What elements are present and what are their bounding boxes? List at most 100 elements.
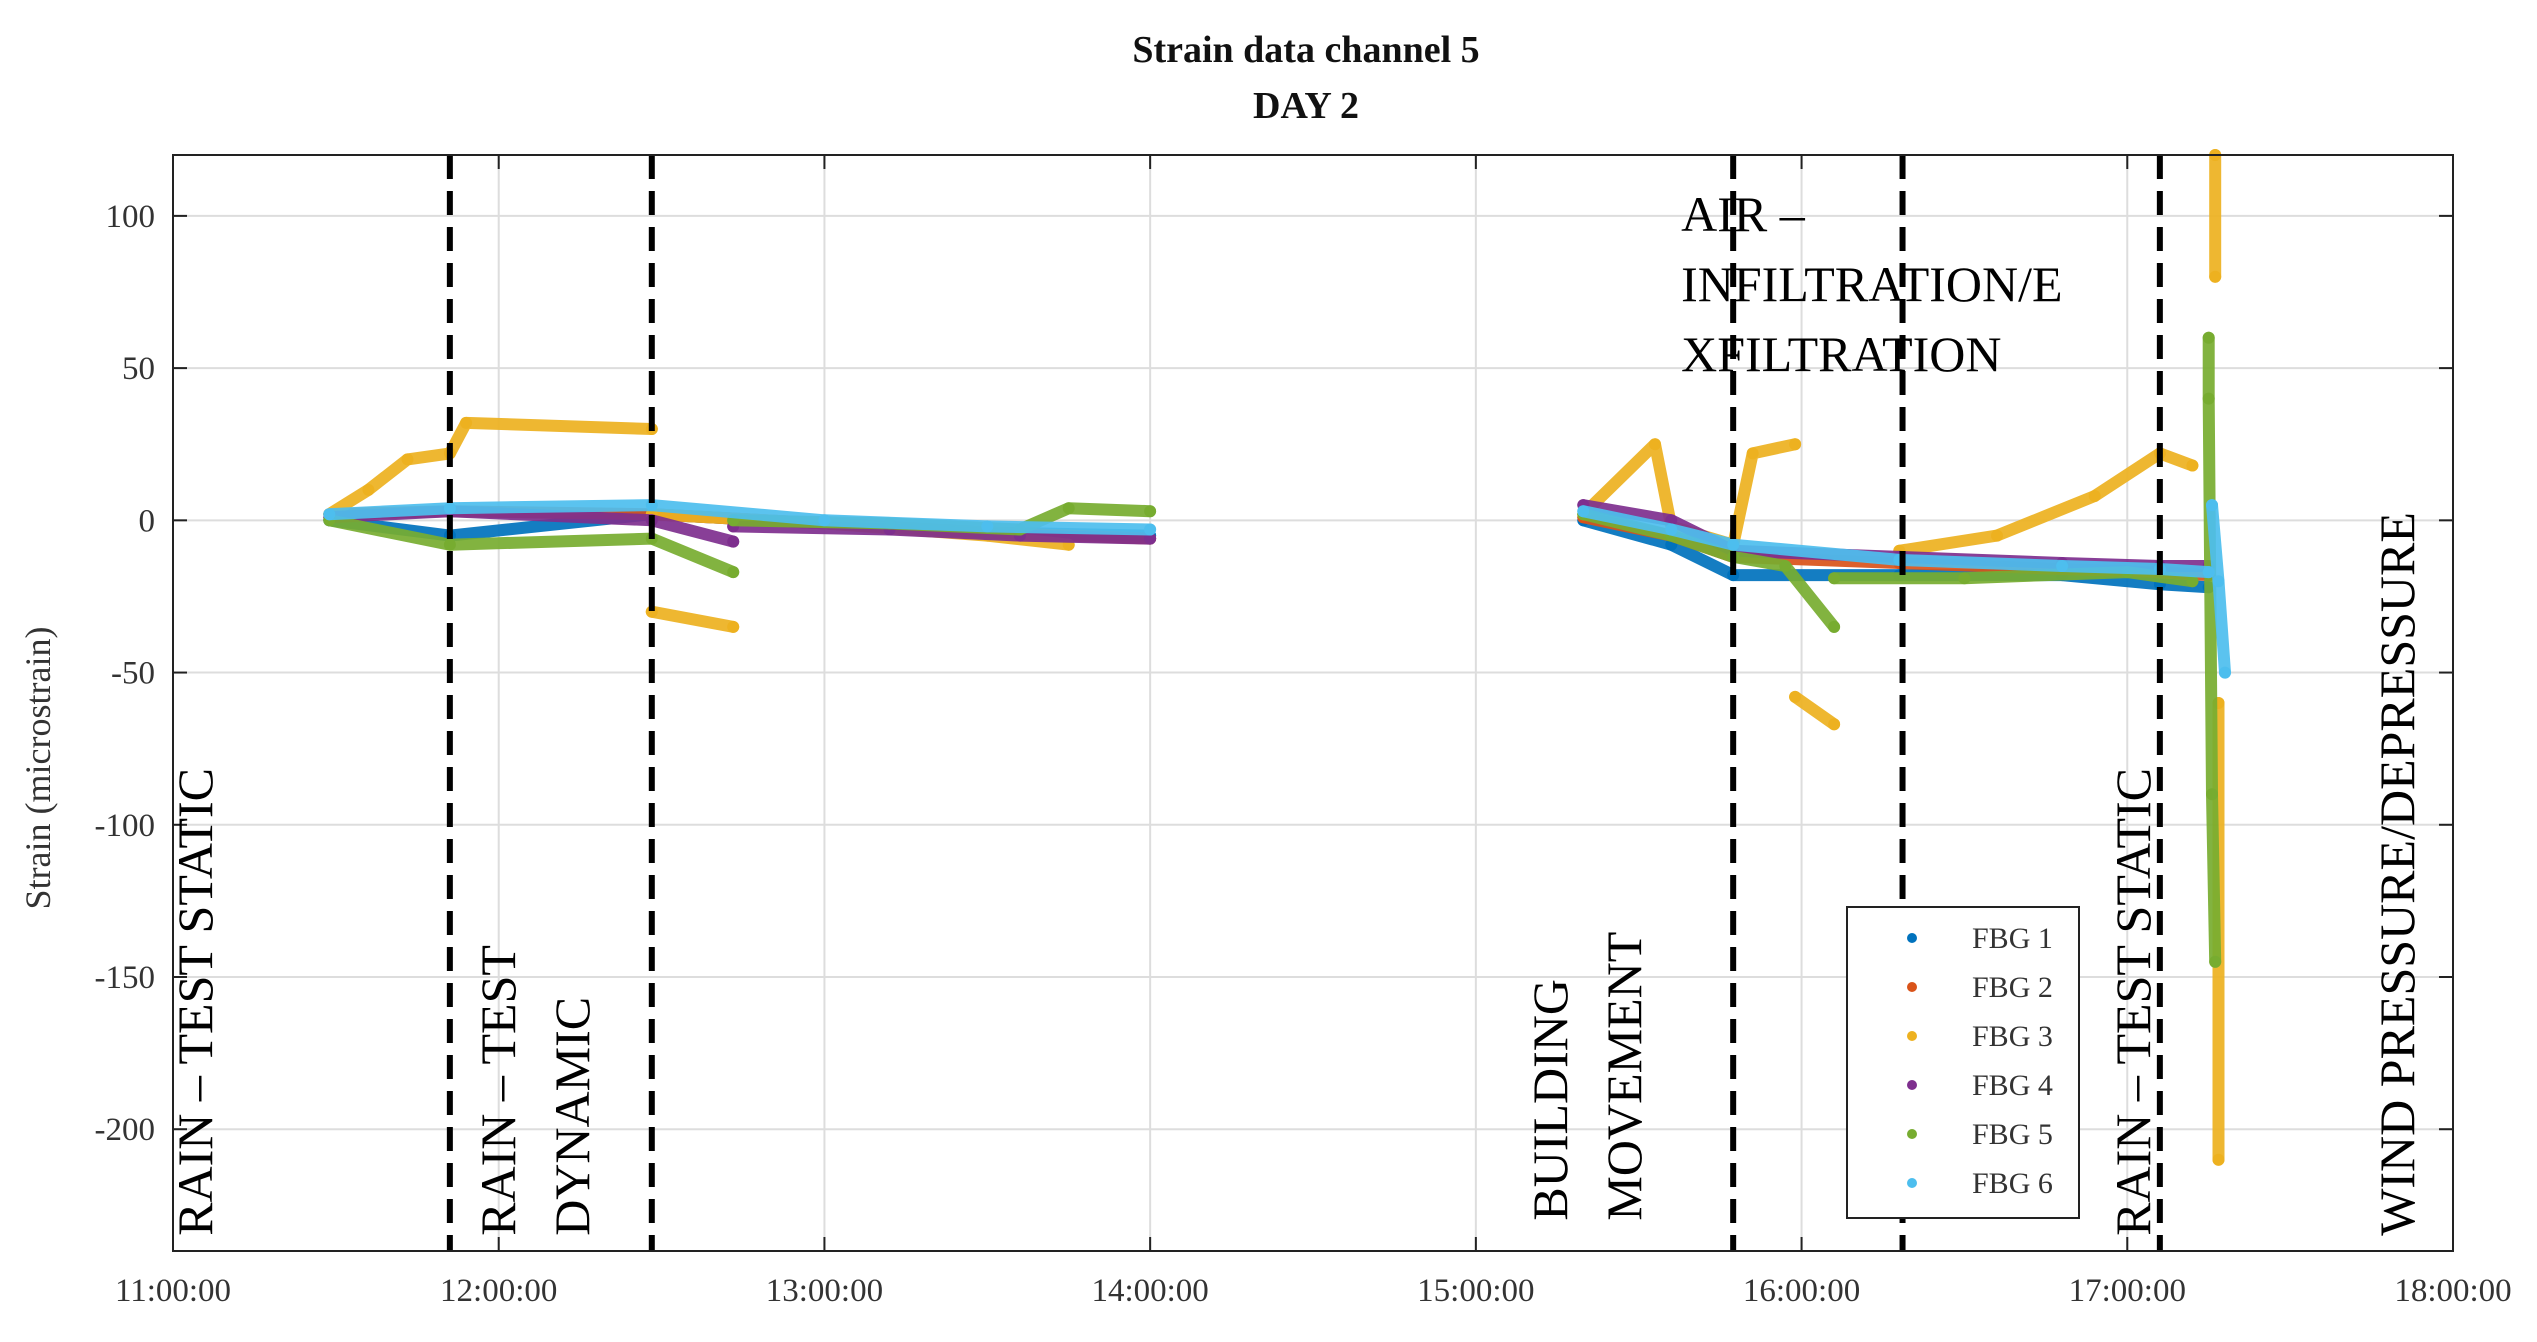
data-point xyxy=(1144,523,1157,536)
annotation-line: MOVEMENT xyxy=(1596,932,1652,1221)
chart-subtitle: DAY 2 xyxy=(1253,85,1359,127)
data-point xyxy=(981,520,994,533)
annotation-label: BUILDING MOVEMENT xyxy=(1522,932,1652,1221)
data-point xyxy=(460,416,473,429)
annotation-label: RAIN – TEST STATIC xyxy=(2105,768,2161,1236)
annotation-line: AIR – xyxy=(1681,186,1806,242)
y-axis-label: Strain (microstrain) xyxy=(18,627,58,910)
data-point xyxy=(2206,788,2218,801)
y-axis-ticks: 100 50 0 -50 -100 -150 -200 xyxy=(95,199,2453,1148)
data-point xyxy=(2209,270,2222,283)
data-point xyxy=(1828,620,1841,633)
data-point xyxy=(1789,690,1802,703)
annotation-line: INFILTRATION/E xyxy=(1681,256,2062,312)
annotations: RAIN – TEST STATIC RAIN – TEST DYNAMIC BUIL… xyxy=(167,186,2425,1236)
data-point xyxy=(1828,718,1841,731)
annotation-line: WIND PRESSURE/DEPRESSURE xyxy=(2369,512,2425,1236)
x-tick-label: 12:00:00 xyxy=(440,1273,557,1309)
legend-label: FBG 2 xyxy=(1972,971,2053,1004)
data-point xyxy=(362,483,375,496)
series-line xyxy=(645,605,740,633)
annotation-line: BUILDING xyxy=(1522,979,1578,1221)
x-tick-label: 15:00:00 xyxy=(1417,1273,1534,1309)
data-point xyxy=(1144,532,1157,545)
series-line xyxy=(1893,447,2199,557)
legend-label: FBG 3 xyxy=(1972,1020,2053,1053)
x-tick-label: 11:00:00 xyxy=(115,1273,231,1309)
annotation-line: XFILTRATION xyxy=(1681,326,2001,382)
legend-marker xyxy=(1907,982,1917,992)
data-point xyxy=(2056,560,2069,572)
data-point xyxy=(727,566,740,579)
annotation-label: RAIN – TEST STATIC xyxy=(167,768,223,1236)
data-point xyxy=(2202,331,2215,344)
data-point xyxy=(1727,538,1740,551)
x-tick-label: 13:00:00 xyxy=(766,1273,883,1309)
x-axis-ticks: 11:00:00 12:00:00 13:00:00 14:00:00 15:00:00… xyxy=(115,155,2512,1309)
legend-box xyxy=(1846,906,2080,1219)
data-point xyxy=(1828,572,1841,585)
annotation-line: RAIN – TEST STATIC xyxy=(2105,768,2161,1236)
y-tick-label: -150 xyxy=(95,960,156,996)
data-point xyxy=(1665,523,1678,536)
legend-label: FBG 6 xyxy=(1972,1167,2053,1200)
legend-label: FBG 5 xyxy=(1972,1118,2053,1151)
x-tick-label: 14:00:00 xyxy=(1091,1273,1208,1309)
data-point xyxy=(1062,502,1075,515)
data-point xyxy=(1991,529,2003,542)
y-tick-label: -200 xyxy=(95,1112,156,1148)
legend: FBG 1 FBG 2 FBG 3 FBG 4 FBG 5 FBG 6 xyxy=(1846,906,2080,1219)
data-point xyxy=(2219,666,2231,679)
legend-marker xyxy=(1907,1129,1917,1139)
series-line xyxy=(323,514,740,579)
series-line xyxy=(1789,690,1841,731)
data-point xyxy=(1789,438,1802,451)
data-point xyxy=(1577,505,1590,518)
series-line xyxy=(1828,566,2199,588)
legend-label: FBG 4 xyxy=(1972,1069,2053,1102)
series-line xyxy=(2202,331,2222,968)
data-point xyxy=(2212,1153,2225,1166)
x-tick-label: 17:00:00 xyxy=(2069,1273,2186,1309)
data-point xyxy=(1144,505,1157,518)
legend-marker xyxy=(1907,1178,1917,1188)
data-point xyxy=(2088,490,2101,502)
plot-frame xyxy=(172,154,2454,1252)
x-tick-label: 16:00:00 xyxy=(1743,1273,1860,1309)
y-tick-label: 0 xyxy=(139,503,156,539)
data-point xyxy=(2209,955,2222,968)
data-point xyxy=(323,508,336,521)
x-tick-label: 18:00:00 xyxy=(2394,1273,2511,1309)
annotation-line: RAIN – TEST STATIC xyxy=(167,768,223,1236)
data-point xyxy=(401,453,414,466)
y-tick-label: -50 xyxy=(111,656,155,692)
y-tick-label: -100 xyxy=(95,808,156,844)
annotation-label: AIR – INFILTRATION/E XFILTRATION xyxy=(1681,186,2062,382)
data-point xyxy=(818,514,831,527)
data-point xyxy=(443,502,456,515)
data-point xyxy=(727,620,740,633)
data-point xyxy=(1958,572,1971,585)
annotation-label: WIND PRESSURE/DEPRESSURE xyxy=(2369,512,2425,1236)
annotation-line: RAIN – TEST xyxy=(470,945,526,1236)
chart-title: Strain data channel 5 xyxy=(1132,29,1479,71)
data-point xyxy=(1649,438,1661,451)
data-point xyxy=(727,535,740,548)
y-tick-label: 100 xyxy=(106,199,156,235)
annotation-line: DYNAMIC xyxy=(544,997,600,1236)
series-line xyxy=(323,416,658,521)
series-fbg-6 xyxy=(323,499,2231,679)
legend-marker xyxy=(1907,933,1917,943)
annotation-label: RAIN – TEST DYNAMIC xyxy=(470,945,600,1236)
data-point xyxy=(2206,499,2218,512)
data-point xyxy=(2212,575,2225,588)
legend-marker xyxy=(1907,1031,1917,1041)
series-line xyxy=(323,499,1157,536)
series-line xyxy=(727,520,1157,545)
legend-marker xyxy=(1907,1080,1917,1090)
data-point xyxy=(2186,575,2199,588)
y-tick-label: 50 xyxy=(122,351,155,387)
data-point xyxy=(1779,560,1792,572)
data-point xyxy=(443,538,456,551)
